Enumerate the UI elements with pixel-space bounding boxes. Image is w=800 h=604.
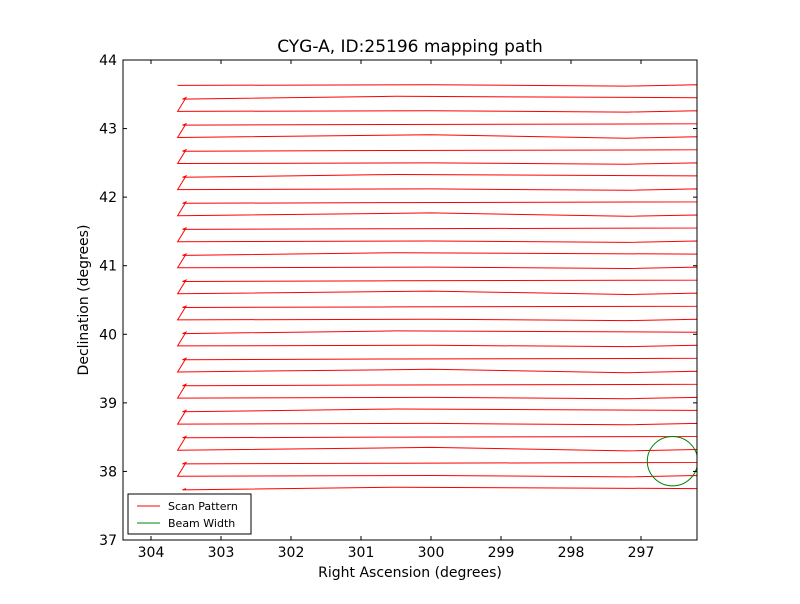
- x-tick-label: 297: [628, 545, 655, 561]
- beam-width-circle: [646, 435, 697, 487]
- y-tick-label: 43: [99, 122, 117, 138]
- y-tick-label: 40: [99, 327, 117, 343]
- scan-pattern-line: [176, 84, 697, 491]
- legend-beam-width-label: Beam Width: [168, 517, 235, 530]
- x-axis-label: Right Ascension (degrees): [318, 565, 502, 581]
- x-tick-label: 304: [138, 545, 165, 561]
- x-tick-label: 301: [348, 545, 375, 561]
- legend: Scan Pattern Beam Width: [127, 493, 252, 535]
- y-tick-label: 37: [99, 533, 117, 549]
- y-axis-label: Declination (degrees): [76, 225, 92, 376]
- y-tick-label: 41: [99, 259, 117, 275]
- x-tick-label: 302: [278, 545, 305, 561]
- plot-area: [176, 84, 697, 491]
- legend-box: [127, 493, 252, 535]
- x-tick-label: 298: [558, 545, 585, 561]
- y-tick-label: 44: [99, 53, 117, 69]
- y-tick-label: 38: [99, 464, 117, 480]
- x-tick-label: 300: [418, 545, 445, 561]
- y-tick-label: 42: [99, 190, 117, 206]
- legend-scan-pattern-label: Scan Pattern: [168, 500, 238, 513]
- chart-title: CYG-A, ID:25196 mapping path: [277, 37, 543, 57]
- x-tick-label: 299: [488, 545, 515, 561]
- plot-frame: [122, 59, 698, 541]
- axes: 304 303 302 301 300 299 298 297 37 38 39 40 41 42 43 44: [99, 53, 698, 561]
- x-tick-label: 303: [208, 545, 235, 561]
- y-tick-label: 39: [99, 396, 117, 412]
